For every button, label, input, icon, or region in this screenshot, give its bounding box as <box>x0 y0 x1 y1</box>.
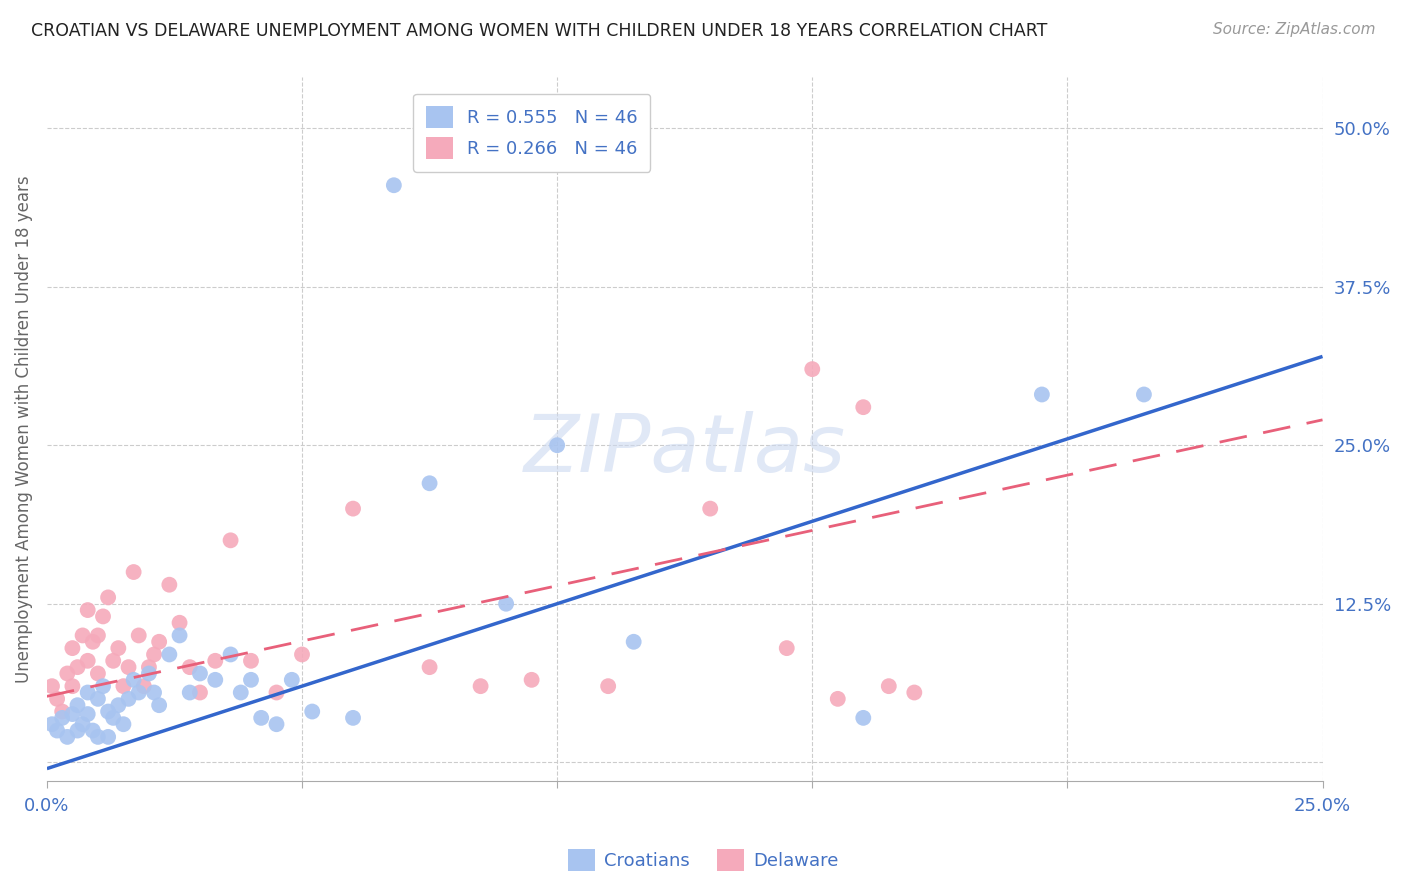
Point <box>281 673 304 687</box>
Text: ZIPatlas: ZIPatlas <box>523 411 846 490</box>
Point <box>51 711 73 725</box>
Point <box>143 685 166 699</box>
Point <box>117 691 139 706</box>
Point <box>623 634 645 648</box>
Point <box>382 178 405 193</box>
Point <box>827 691 849 706</box>
Point <box>51 705 73 719</box>
Point <box>91 609 114 624</box>
Legend: R = 0.555   N = 46, R = 0.266   N = 46: R = 0.555 N = 46, R = 0.266 N = 46 <box>413 94 651 172</box>
Point <box>112 717 135 731</box>
Point <box>342 711 364 725</box>
Point <box>72 717 94 731</box>
Point <box>132 679 155 693</box>
Point <box>76 707 98 722</box>
Point <box>1133 387 1156 401</box>
Point <box>342 501 364 516</box>
Point <box>546 438 568 452</box>
Point <box>60 707 83 722</box>
Point <box>250 711 273 725</box>
Point <box>179 685 201 699</box>
Point <box>179 660 201 674</box>
Point <box>148 634 170 648</box>
Legend: Croatians, Delaware: Croatians, Delaware <box>561 842 845 879</box>
Point <box>97 730 120 744</box>
Point <box>128 685 150 699</box>
Point <box>877 679 900 693</box>
Point <box>188 666 211 681</box>
Point <box>266 717 288 731</box>
Text: Source: ZipAtlas.com: Source: ZipAtlas.com <box>1212 22 1375 37</box>
Point <box>598 679 620 693</box>
Point <box>87 666 110 681</box>
Point <box>117 660 139 674</box>
Point <box>87 691 110 706</box>
Point <box>66 723 89 738</box>
Point <box>419 660 441 674</box>
Point <box>240 654 263 668</box>
Point <box>76 654 98 668</box>
Point <box>41 717 63 731</box>
Point <box>301 705 323 719</box>
Point <box>801 362 824 376</box>
Point <box>157 648 180 662</box>
Point <box>60 679 83 693</box>
Point <box>91 679 114 693</box>
Point <box>419 476 441 491</box>
Point <box>87 628 110 642</box>
Point <box>138 660 160 674</box>
Point <box>520 673 543 687</box>
Point <box>240 673 263 687</box>
Point <box>128 628 150 642</box>
Point <box>219 648 242 662</box>
Point <box>1031 387 1053 401</box>
Point <box>107 698 129 713</box>
Point <box>97 591 120 605</box>
Point <box>97 705 120 719</box>
Point <box>470 679 492 693</box>
Point <box>112 679 135 693</box>
Text: CROATIAN VS DELAWARE UNEMPLOYMENT AMONG WOMEN WITH CHILDREN UNDER 18 YEARS CORRE: CROATIAN VS DELAWARE UNEMPLOYMENT AMONG … <box>31 22 1047 40</box>
Point <box>122 565 145 579</box>
Point <box>699 501 721 516</box>
Point <box>41 679 63 693</box>
Point <box>82 723 104 738</box>
Point <box>46 691 69 706</box>
Point <box>776 641 799 656</box>
Point <box>169 628 191 642</box>
Point <box>82 634 104 648</box>
Point <box>60 641 83 656</box>
Point <box>204 673 226 687</box>
Point <box>66 698 89 713</box>
Point <box>138 666 160 681</box>
Point <box>76 685 98 699</box>
Point <box>46 723 69 738</box>
Point <box>219 533 242 548</box>
Point <box>76 603 98 617</box>
Point <box>72 628 94 642</box>
Point <box>103 654 125 668</box>
Point <box>291 648 314 662</box>
Point <box>107 641 129 656</box>
Point <box>169 615 191 630</box>
Point <box>122 673 145 687</box>
Point <box>852 400 875 414</box>
Point <box>266 685 288 699</box>
Point <box>157 578 180 592</box>
Point <box>148 698 170 713</box>
Point <box>103 711 125 725</box>
Point <box>188 685 211 699</box>
Point <box>56 666 79 681</box>
Y-axis label: Unemployment Among Women with Children Under 18 years: Unemployment Among Women with Children U… <box>15 176 32 683</box>
Point <box>495 597 517 611</box>
Point <box>852 711 875 725</box>
Point <box>143 648 166 662</box>
Point <box>66 660 89 674</box>
Point <box>56 730 79 744</box>
Point <box>903 685 925 699</box>
Point <box>229 685 252 699</box>
Point <box>204 654 226 668</box>
Point <box>87 730 110 744</box>
